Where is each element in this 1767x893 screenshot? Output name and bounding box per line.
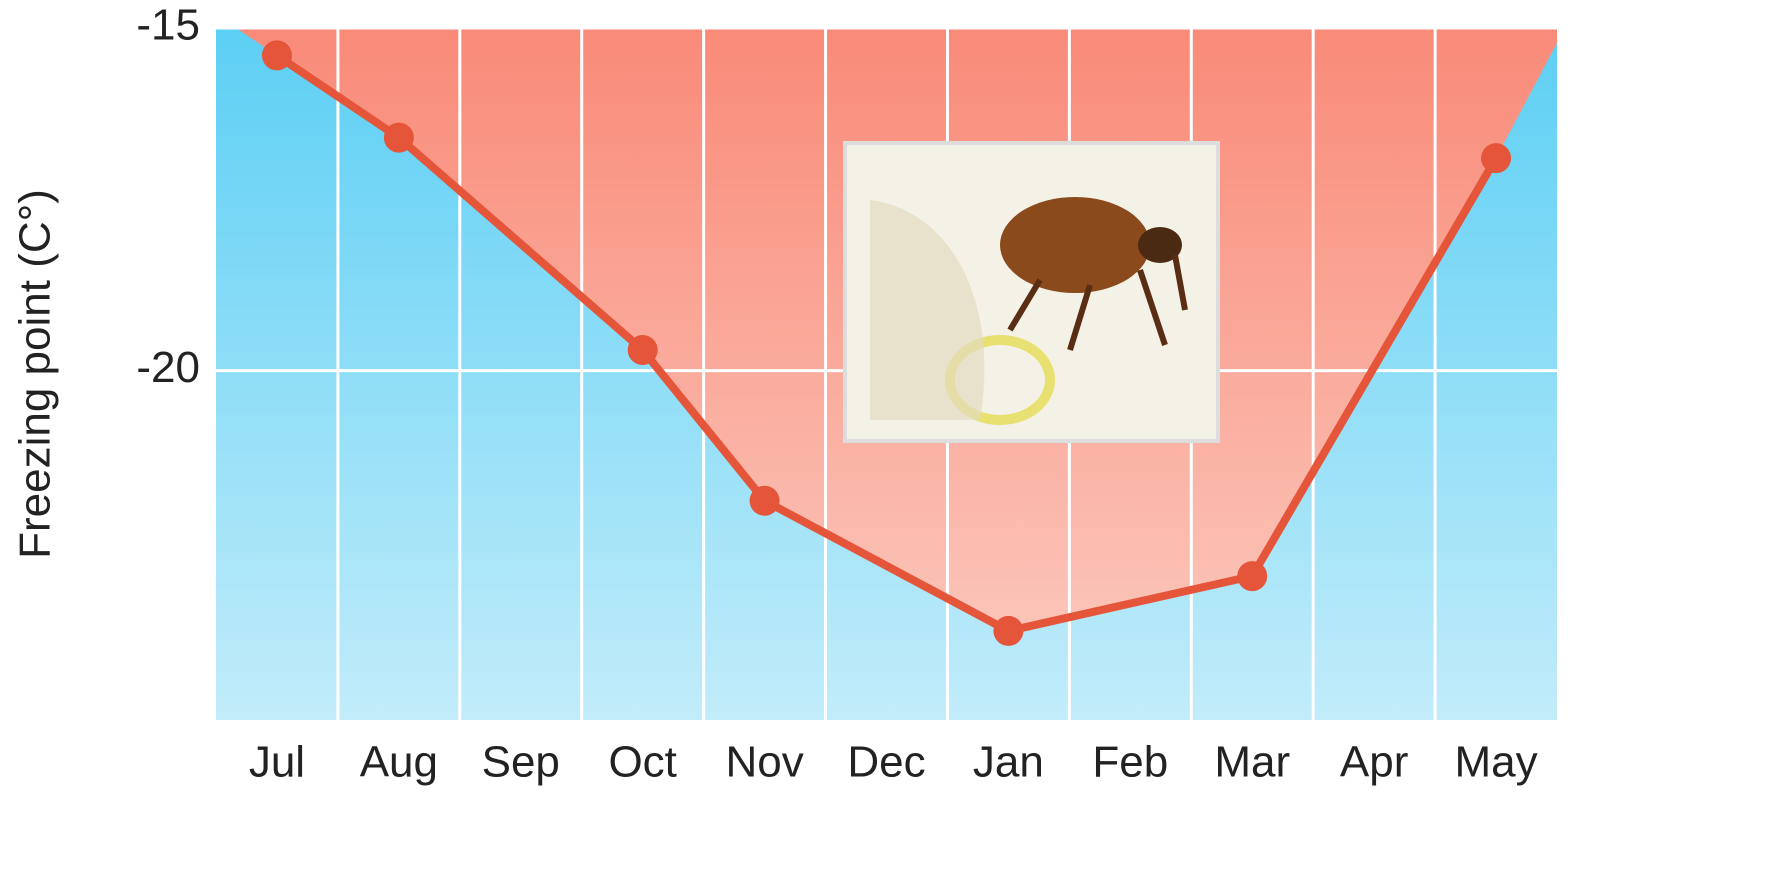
x-tick-label: Jul [249,738,305,787]
point [627,335,658,366]
point [261,40,292,71]
point [383,122,414,153]
y-tick-label: -15 [136,1,200,50]
y-tick-label: -20 [136,343,200,392]
x-tick-label: May [1454,738,1537,787]
point [749,485,780,516]
x-tick-label: Feb [1092,738,1168,787]
x-tick-label: Nov [725,738,803,787]
inset-image [843,141,1220,443]
point [993,615,1024,646]
x-tick-label: Sep [482,738,560,787]
x-tick-label: Aug [360,738,438,787]
x-tick-label: Jan [973,738,1044,787]
x-tick-label: Apr [1340,738,1408,787]
point [1237,561,1268,592]
point [1481,143,1512,174]
y-axis-label: Freezing point (C°) [11,189,60,559]
x-tick-label: Dec [847,738,925,787]
x-tick-label: Mar [1214,738,1290,787]
x-tick-label: Oct [608,738,676,787]
